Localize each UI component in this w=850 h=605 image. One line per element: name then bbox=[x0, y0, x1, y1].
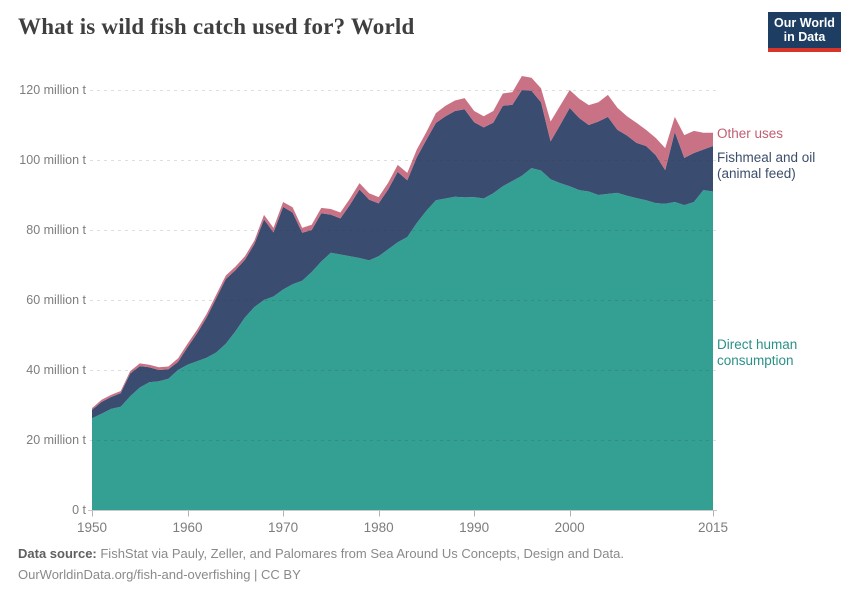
legend-label-direct-line2: consumption bbox=[717, 353, 794, 368]
y-tick-label-20: 20 million t bbox=[26, 433, 86, 447]
y-tick-label-80: 80 million t bbox=[26, 223, 86, 237]
x-tick-label-1980: 1980 bbox=[364, 520, 394, 535]
owid-logo[interactable]: Our World in Data bbox=[768, 12, 841, 52]
legend-label-other-uses: Other uses bbox=[717, 126, 784, 141]
data-source-line: Data source: FishStat via Pauly, Zeller,… bbox=[18, 543, 624, 564]
page-title: What is wild fish catch used for? World bbox=[18, 14, 415, 39]
owid-logo-line1: Our World bbox=[774, 16, 835, 30]
area-fishmeal-and-oil-animal-feed- bbox=[92, 90, 713, 419]
x-tick-label-1990: 1990 bbox=[459, 520, 489, 535]
y-tick-label-100: 100 million t bbox=[19, 153, 86, 167]
legend-label-direct-line1: Direct human bbox=[717, 337, 798, 352]
legend-item-other-uses: Other uses bbox=[717, 126, 783, 142]
chart-footer: Data source: FishStat via Pauly, Zeller,… bbox=[18, 543, 624, 585]
data-source-text: FishStat via Pauly, Zeller, and Palomare… bbox=[96, 546, 624, 561]
data-source-label: Data source: bbox=[18, 546, 97, 561]
x-tick-label-1950: 1950 bbox=[77, 520, 107, 535]
y-tick-label-60: 60 million t bbox=[26, 293, 86, 307]
legend-item-direct-consumption: Direct human consumption bbox=[717, 337, 797, 369]
legend-label-fishmeal-line2: (animal feed) bbox=[717, 166, 796, 181]
owid-link-line[interactable]: OurWorldinData.org/fish-and-overfishing … bbox=[18, 567, 301, 582]
legend-label-fishmeal-line1: Fishmeal and oil bbox=[717, 150, 816, 165]
x-tick-label-2015: 2015 bbox=[698, 520, 728, 535]
owid-logo-line2: in Data bbox=[783, 30, 826, 44]
x-tick-label-1970: 1970 bbox=[268, 520, 298, 535]
y-tick-label-40: 40 million t bbox=[26, 363, 86, 377]
y-tick-label-0: 0 t bbox=[72, 503, 86, 517]
x-tick-label-1960: 1960 bbox=[173, 520, 203, 535]
legend-item-fishmeal: Fishmeal and oil (animal feed) bbox=[717, 150, 815, 182]
y-tick-label-120: 120 million t bbox=[19, 83, 86, 97]
x-tick-label-2000: 2000 bbox=[555, 520, 585, 535]
area-direct-human-consumption bbox=[92, 168, 713, 510]
